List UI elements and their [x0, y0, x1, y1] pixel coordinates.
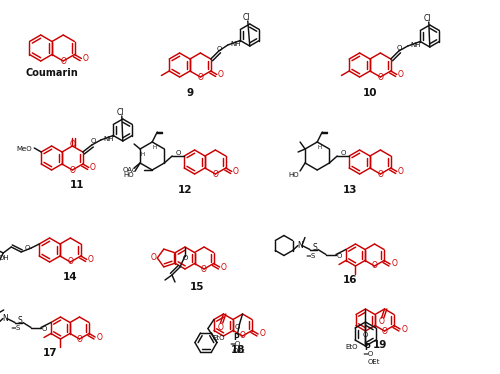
- Text: NH: NH: [231, 41, 241, 47]
- Text: O: O: [70, 166, 75, 175]
- Text: S: S: [312, 243, 318, 252]
- Text: O: O: [336, 253, 342, 259]
- Text: O: O: [25, 245, 30, 251]
- Text: O: O: [42, 326, 46, 332]
- Text: O: O: [397, 45, 402, 51]
- Text: 14: 14: [62, 272, 78, 282]
- Text: OEt: OEt: [232, 348, 245, 354]
- Text: 19: 19: [373, 340, 387, 350]
- Text: Coumarin: Coumarin: [26, 68, 78, 78]
- Text: O: O: [90, 163, 96, 172]
- Text: O: O: [372, 261, 378, 270]
- Text: O: O: [76, 334, 82, 343]
- Text: O: O: [70, 140, 75, 148]
- Text: O: O: [398, 70, 404, 79]
- Text: 9: 9: [186, 88, 194, 98]
- Text: O: O: [401, 325, 407, 334]
- Text: O: O: [212, 169, 218, 178]
- Text: P: P: [234, 334, 239, 343]
- Text: 12: 12: [178, 185, 192, 195]
- Text: O: O: [382, 327, 388, 335]
- Text: O: O: [235, 324, 240, 330]
- Text: 15: 15: [190, 282, 204, 292]
- Text: Cl: Cl: [243, 12, 250, 21]
- Text: 13: 13: [343, 185, 357, 195]
- Text: P: P: [364, 343, 370, 352]
- Text: =S: =S: [305, 252, 315, 258]
- Text: O: O: [201, 264, 207, 273]
- Text: O: O: [218, 70, 224, 79]
- Text: O: O: [182, 255, 188, 261]
- Text: O: O: [363, 332, 368, 338]
- Text: N: N: [2, 314, 8, 323]
- Text: 16: 16: [343, 275, 357, 285]
- Text: OH: OH: [0, 255, 9, 261]
- Text: EtO: EtO: [345, 344, 358, 350]
- Text: S: S: [18, 316, 22, 325]
- Text: OAc: OAc: [122, 167, 136, 173]
- Text: Cl: Cl: [117, 107, 124, 116]
- Text: H: H: [152, 144, 156, 150]
- Text: O: O: [150, 254, 156, 263]
- Text: O: O: [60, 56, 66, 65]
- Text: 11: 11: [70, 180, 84, 190]
- Text: O: O: [217, 46, 222, 52]
- Text: HO: HO: [288, 172, 299, 178]
- Text: OEt: OEt: [368, 359, 380, 365]
- Text: O: O: [176, 150, 181, 156]
- Text: O: O: [378, 73, 384, 82]
- Text: =O: =O: [229, 341, 240, 347]
- Text: 18: 18: [231, 345, 245, 355]
- Text: H: H: [140, 151, 144, 156]
- Text: O: O: [233, 167, 239, 176]
- Text: O: O: [378, 318, 384, 327]
- Text: N: N: [297, 241, 303, 250]
- Text: =S: =S: [10, 325, 20, 331]
- Text: O: O: [88, 255, 94, 264]
- Text: 10: 10: [363, 88, 378, 98]
- Text: O: O: [398, 167, 404, 176]
- Text: O: O: [340, 150, 346, 156]
- Text: EtO: EtO: [212, 335, 224, 341]
- Text: O: O: [259, 329, 265, 338]
- Text: O: O: [91, 138, 96, 144]
- Text: H: H: [317, 144, 322, 150]
- Text: O: O: [378, 169, 384, 178]
- Text: Cl: Cl: [424, 13, 432, 22]
- Text: MeO: MeO: [16, 146, 32, 152]
- Text: =O: =O: [362, 351, 373, 357]
- Text: O: O: [82, 54, 88, 63]
- Text: O: O: [96, 332, 102, 341]
- Text: NH: NH: [104, 136, 115, 142]
- Text: O: O: [220, 263, 226, 272]
- Text: NH: NH: [411, 42, 422, 48]
- Text: 17: 17: [42, 348, 58, 358]
- Text: O: O: [68, 258, 73, 267]
- Text: O: O: [218, 322, 224, 331]
- Text: HO: HO: [124, 172, 134, 178]
- Text: O: O: [198, 73, 203, 82]
- Text: O: O: [240, 331, 246, 340]
- Text: O: O: [391, 260, 397, 269]
